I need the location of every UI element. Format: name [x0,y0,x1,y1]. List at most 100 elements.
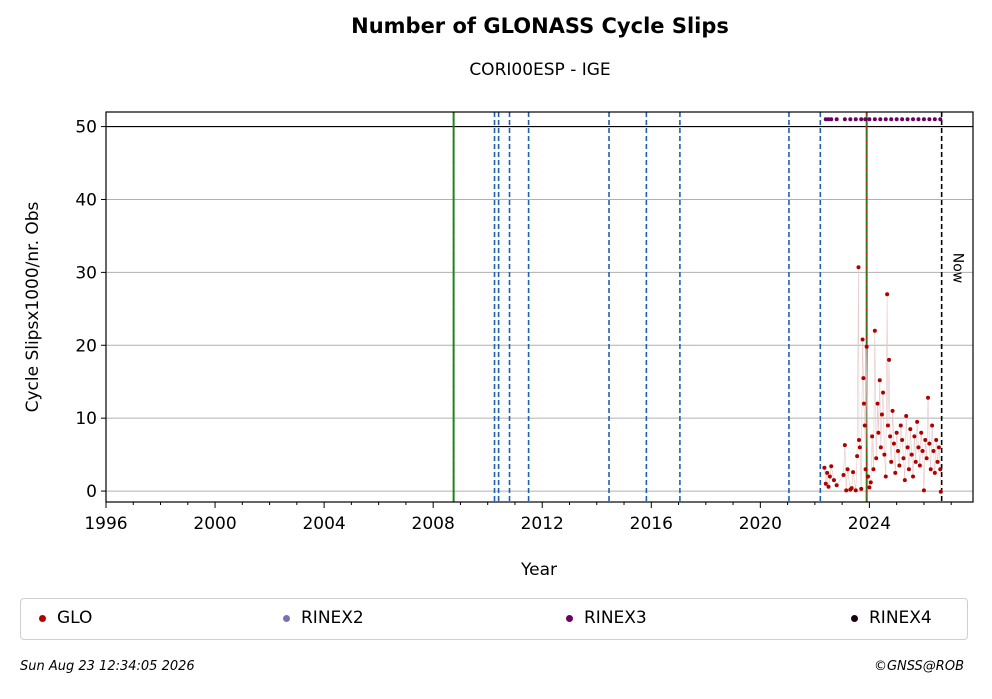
legend-marker-glo [39,614,46,622]
point-glo [902,478,907,483]
plot-frame [105,111,974,503]
x-tick-label: 2008 [412,514,455,534]
point-rinex3 [916,117,921,122]
point-glo [915,419,920,424]
point-glo [870,434,875,439]
point-glo [887,357,892,362]
point-glo [855,454,860,459]
point-glo [927,441,932,446]
point-glo [928,467,933,472]
point-rinex3 [829,117,834,122]
legend-item-rinex4: RINEX4 [851,608,932,628]
point-glo [921,488,926,493]
point-glo [924,456,929,461]
point-glo [875,401,880,406]
point-glo [920,448,925,453]
point-glo [868,480,873,485]
point-glo [861,376,866,381]
point-glo [877,378,882,383]
point-rinex3 [867,117,872,122]
point-rinex3 [905,117,910,122]
point-glo [926,395,931,400]
glo-trace [824,267,942,492]
point-glo [856,265,861,270]
point-rinex3 [911,117,916,122]
legend-marker-rinex4 [851,614,858,622]
point-rinex3 [853,117,858,122]
point-glo [872,328,877,333]
legend-marker-rinex3 [566,614,573,622]
point-glo [900,438,905,443]
legend-label-glo: GLO [57,608,93,628]
chart-title: Number of GLONASS Cycle Slips [351,14,729,38]
x-axis-label: Year [520,560,557,580]
y-tick-label: 20 [75,336,97,356]
point-glo [845,467,850,472]
point-glo [917,463,922,468]
point-glo [844,488,849,493]
point-glo [911,474,916,479]
legend-label-rinex3: RINEX3 [584,608,647,628]
point-glo [909,452,914,457]
point-glo [849,486,854,491]
point-glo [823,481,828,486]
point-glo [898,423,903,428]
point-rinex3 [863,117,868,122]
point-glo [834,483,839,488]
x-tick-label: 2012 [521,514,564,534]
point-glo [938,467,943,472]
legend-item-glo: GLO [39,608,92,628]
legend-label-rinex2: RINEX2 [301,608,364,628]
point-glo [904,413,909,418]
point-rinex3 [889,117,894,122]
legend-item-rinex2: RINEX2 [283,608,364,628]
y-tick-label: 50 [75,118,97,138]
point-glo [853,488,858,493]
point-glo [901,456,906,461]
y-tick-label: 10 [75,409,97,429]
y-tick-label: 40 [75,190,97,210]
point-glo [864,344,869,349]
point-glo [919,430,924,435]
point-glo [913,459,918,464]
x-tick-label: 2000 [193,514,236,534]
now-label: Now [950,253,966,284]
point-glo [888,434,893,439]
point-glo [931,448,936,453]
point-glo [825,470,830,475]
point-glo [891,441,896,446]
point-glo [935,459,940,464]
cycle-slips-chart: 0 10 20 30 40 50 1996 2000 2004 2008 2012 2016 2020 2… [23,111,974,580]
point-glo [896,448,901,453]
x-tick-label: 2020 [739,514,782,534]
point-glo [822,465,827,470]
point-glo [857,438,862,443]
point-glo [932,470,937,475]
point-glo [934,438,939,443]
data-points [822,117,943,494]
point-glo [876,430,881,435]
point-rinex3 [900,117,905,122]
point-glo [860,337,865,342]
chart-subtitle: CORI00ESP - IGE [469,60,611,80]
point-glo [897,463,902,468]
point-rinex3 [834,117,839,122]
point-glo [859,486,864,491]
point-glo [862,423,867,428]
point-glo [842,443,847,448]
point-rinex3 [894,117,899,122]
point-glo [879,412,884,417]
point-rinex3 [927,117,932,122]
point-glo [867,485,872,490]
x-tick-label: 2016 [630,514,673,534]
point-glo [871,467,876,472]
point-glo [885,423,890,428]
point-glo [893,470,898,475]
point-glo [883,474,888,479]
point-rinex3 [842,117,847,122]
point-glo [831,478,836,483]
point-glo [866,474,871,479]
point-rinex3 [848,117,853,122]
point-glo [890,408,895,413]
footer-timestamp: Sun Aug 23 12:34:05 2026 [20,659,195,674]
